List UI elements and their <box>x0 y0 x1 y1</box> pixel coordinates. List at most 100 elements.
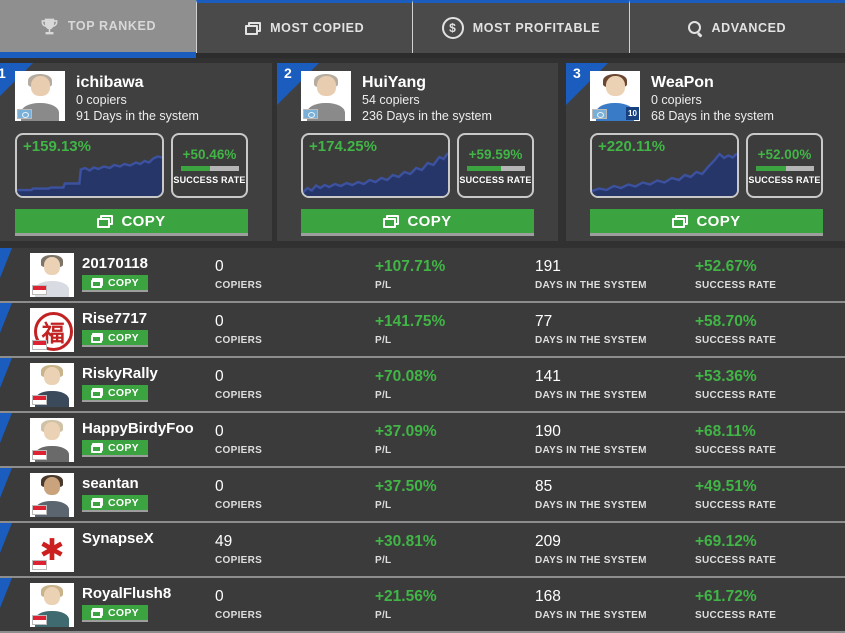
copy-icon <box>672 214 689 228</box>
country-flag-icon <box>32 505 47 515</box>
sparkline-chart <box>592 146 737 196</box>
copy-button[interactable]: COPY <box>590 209 823 236</box>
table-row: HappyBirdyFoo COPY 0 COPIERS +37.09% P/L… <box>0 413 845 468</box>
copy-button-label: COPY <box>108 606 139 619</box>
success-value: +69.12% <box>695 533 757 550</box>
pl-label: P/L <box>375 555 392 566</box>
copiers-value: 0 <box>215 368 224 385</box>
copy-icon <box>91 442 103 453</box>
trader-card: 3 10 WeaPon 0 copiers 68 Days in the sys… <box>566 63 845 241</box>
trader-name[interactable]: Rise7717 <box>82 310 148 327</box>
days-label: DAYS IN THE SYSTEM <box>535 280 647 291</box>
avatar-head <box>316 76 336 96</box>
success-label: SUCCESS RATE <box>695 555 777 566</box>
success-rate-box: +52.00% SUCCESS RATE <box>746 133 823 198</box>
country-flag-icon <box>32 615 47 625</box>
days-value: 168 <box>535 588 561 605</box>
rank-corner-badge <box>0 468 12 498</box>
days-label: DAYS IN THE SYSTEM <box>535 500 647 511</box>
search-icon <box>688 21 702 35</box>
copiers-count: 54 copiers <box>362 93 420 107</box>
avatar-head <box>43 257 61 275</box>
avatar-head <box>43 587 61 605</box>
tab-advanced[interactable]: ADVANCED <box>628 0 845 53</box>
table-row: RoyalFlush8 COPY 0 COPIERS +21.56% P/L 1… <box>0 578 845 633</box>
trophy-icon <box>40 17 59 36</box>
tab-top-ranked[interactable]: TOP RANKED <box>0 0 196 58</box>
trader-name[interactable]: 20170118 <box>82 255 148 272</box>
success-rate-label: SUCCESS RATE <box>173 174 246 185</box>
copy-button-label: COPY <box>108 441 139 454</box>
success-value: +68.11% <box>695 423 756 440</box>
days-in-system: 68 Days in the system <box>651 109 774 123</box>
success-rate-bar <box>466 165 525 171</box>
trader-name[interactable]: SynapseX <box>82 530 154 547</box>
trader-name[interactable]: seantan <box>82 475 139 492</box>
rank-corner-badge <box>0 303 12 333</box>
copy-button-label: COPY <box>121 212 166 230</box>
copiers-value: 0 <box>215 258 224 275</box>
copy-button[interactable]: COPY <box>82 385 148 402</box>
copy-icon <box>91 332 103 343</box>
rank-corner-badge <box>0 578 12 608</box>
days-label: DAYS IN THE SYSTEM <box>535 390 647 401</box>
success-value: +53.36% <box>695 368 757 385</box>
avatar: 10 <box>590 71 640 121</box>
rank-corner-badge <box>0 413 12 443</box>
rank-corner-badge <box>0 523 12 553</box>
avatar <box>30 253 74 297</box>
tab-most-profitable[interactable]: $ MOST PROFITABLE <box>412 0 629 53</box>
pl-value: +70.08% <box>375 368 437 385</box>
copy-button[interactable]: COPY <box>301 209 534 236</box>
tab-label: MOST COPIED <box>270 21 365 35</box>
level-badge: 10 <box>626 107 639 120</box>
copy-icon <box>91 607 103 618</box>
copy-button-label: COPY <box>108 496 139 509</box>
copy-button[interactable]: COPY <box>15 209 248 236</box>
pl-value: +30.81% <box>375 533 437 550</box>
success-label: SUCCESS RATE <box>695 500 777 511</box>
gain-percent: +159.13% <box>23 138 91 155</box>
copy-button-label: COPY <box>407 212 452 230</box>
days-value: 141 <box>535 368 561 385</box>
copy-button[interactable]: COPY <box>82 275 148 292</box>
trader-name[interactable]: ichibawa <box>76 74 144 91</box>
pl-label: P/L <box>375 280 392 291</box>
trader-name[interactable]: RiskyRally <box>82 365 158 382</box>
days-value: 85 <box>535 478 553 495</box>
success-label: SUCCESS RATE <box>695 390 777 401</box>
avatar <box>15 71 65 121</box>
avatar-head <box>43 477 61 495</box>
country-flag-icon <box>592 109 607 119</box>
trader-name[interactable]: WeaPon <box>651 74 714 91</box>
copy-button[interactable]: COPY <box>82 495 148 512</box>
country-flag-icon <box>32 395 47 405</box>
copy-button[interactable]: COPY <box>82 330 148 347</box>
avatar-head <box>605 76 625 96</box>
copy-button[interactable]: COPY <box>82 605 148 622</box>
avatar-symbol: 福 <box>33 311 73 351</box>
success-label: SUCCESS RATE <box>695 335 777 346</box>
copiers-count: 0 copiers <box>651 93 702 107</box>
pl-value: +107.71% <box>375 258 446 275</box>
sparkline-chart <box>303 146 448 196</box>
tab-most-copied[interactable]: MOST COPIED <box>196 0 413 53</box>
sparkline-chart <box>17 146 162 196</box>
country-flag-icon <box>303 109 318 119</box>
pl-value: +141.75% <box>375 313 446 330</box>
copiers-label: COPIERS <box>215 500 263 511</box>
copy-button[interactable]: COPY <box>82 440 148 457</box>
trader-name[interactable]: HappyBirdyFoo <box>82 420 194 437</box>
pl-value: +21.56% <box>375 588 437 605</box>
trader-name[interactable]: RoyalFlush8 <box>82 585 172 602</box>
copiers-value: 0 <box>215 478 224 495</box>
success-rate-box: +50.46% SUCCESS RATE <box>171 133 248 198</box>
success-label: SUCCESS RATE <box>695 610 777 621</box>
pl-value: +37.50% <box>375 478 437 495</box>
country-flag-icon <box>32 340 47 350</box>
success-rate-box: +59.59% SUCCESS RATE <box>457 133 534 198</box>
gain-percent: +174.25% <box>309 138 377 155</box>
trader-name[interactable]: HuiYang <box>362 74 427 91</box>
copy-icon <box>245 21 262 35</box>
success-rate-value: +52.00% <box>757 146 812 162</box>
